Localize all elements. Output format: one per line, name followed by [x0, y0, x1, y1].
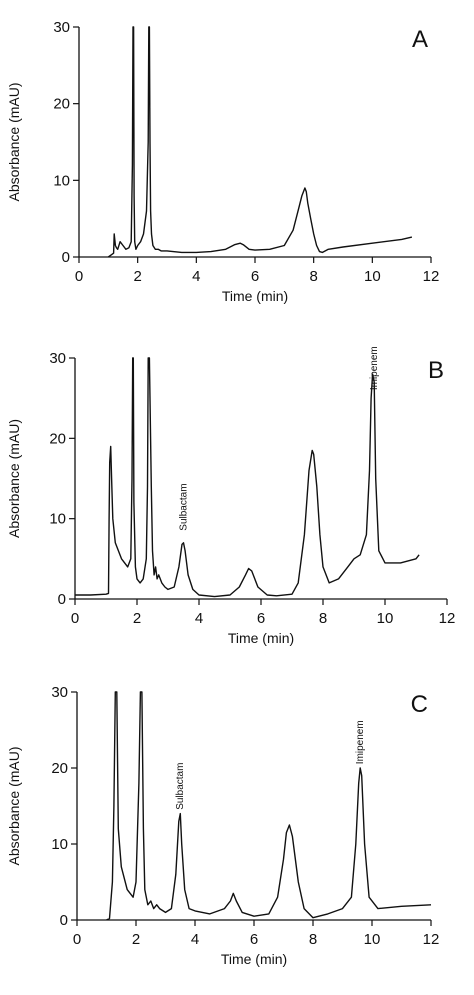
x-tick-label: 2	[133, 268, 141, 285]
y-tick-label: 10	[49, 511, 66, 528]
chart-panel-b: 0 2 4 6 8 10 12 0 10 20 30 Time (min) Absorbance (mA…	[6, 346, 455, 646]
y-tick-label: 30	[51, 684, 68, 701]
chromatogram-trace	[107, 26, 413, 257]
x-tick-label: 12	[439, 610, 456, 627]
x-tick-label: 10	[364, 931, 381, 948]
y-axis-title: Absorbance (mAU)	[6, 419, 22, 538]
x-tick-label: 2	[132, 931, 140, 948]
y-tick-label: 20	[49, 430, 66, 447]
x-tick-label: 4	[192, 268, 200, 285]
x-tick-label: 6	[257, 610, 265, 627]
x-tick-label: 10	[364, 268, 381, 285]
y-tick-label: 0	[58, 591, 66, 608]
chromatogram-trace	[106, 691, 432, 920]
x-axis-title: Time (min)	[228, 630, 294, 646]
y-axis-title: Absorbance (mAU)	[6, 746, 22, 865]
x-tick-label: 10	[377, 610, 394, 627]
x-tick-label: 12	[423, 931, 440, 948]
panel-label: C	[411, 691, 428, 718]
x-tick-label: 2	[133, 610, 141, 627]
y-axis-title: Absorbance (mAU)	[6, 82, 22, 201]
y-tick-label: 30	[53, 19, 70, 36]
peak-annotation: Sulbactam	[175, 763, 186, 810]
x-tick-label: 0	[75, 268, 83, 285]
x-tick-label: 12	[423, 268, 440, 285]
peak-annotation: Sulbactam	[179, 483, 190, 530]
x-axis-title: Time (min)	[222, 288, 288, 304]
x-tick-label: 0	[73, 931, 81, 948]
x-tick-label: 6	[251, 268, 259, 285]
y-tick-label: 10	[53, 172, 70, 189]
y-tick-label: 10	[51, 836, 68, 853]
chart-panel-c: 0 2 4 6 8 10 12 0 10 20 30 Time (min) Absorbance (mA…	[6, 684, 439, 967]
y-tick-label: 30	[49, 350, 66, 367]
x-tick-label: 8	[309, 268, 317, 285]
panel-label: B	[428, 357, 444, 384]
peak-annotation: Imipenem	[369, 346, 380, 390]
x-tick-label: 8	[319, 610, 327, 627]
y-tick-label: 20	[51, 760, 68, 777]
x-tick-label: 0	[71, 610, 79, 627]
x-tick-label: 8	[309, 931, 317, 948]
x-tick-label: 6	[250, 931, 258, 948]
y-tick-label: 20	[53, 96, 70, 113]
chromatogram-trace	[75, 357, 420, 598]
y-tick-label: 0	[62, 249, 70, 266]
x-tick-label: 4	[191, 931, 199, 948]
panel-label: A	[412, 26, 428, 53]
chart-panel-a: 0 2 4 6 8 10 12 0 10 20 30 Time (min) Absorbance (mA…	[6, 19, 439, 304]
peak-annotation: Imipenem	[355, 720, 366, 764]
x-tick-label: 4	[195, 610, 203, 627]
y-tick-label: 0	[60, 912, 68, 929]
x-axis-title: Time (min)	[221, 951, 287, 967]
